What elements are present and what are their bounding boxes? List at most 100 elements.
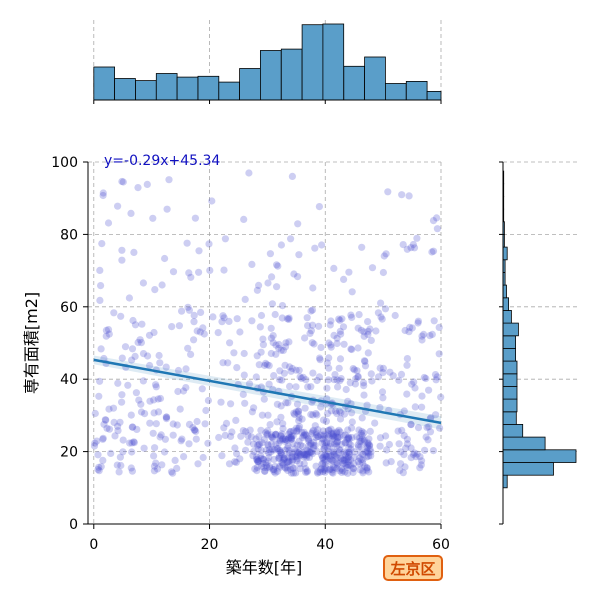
scatter-point [403,435,411,443]
scatter-point [336,316,344,324]
scatter-point [300,428,308,436]
scatter-point [219,312,227,320]
scatter-point [90,442,99,450]
scatter-point [285,338,293,346]
scatter-point [314,468,322,476]
scatter-point [400,407,408,415]
scatter-point [201,420,209,428]
scatter-point [327,425,335,433]
scatter-point [149,214,157,222]
scatter-point [115,468,123,476]
scatter-point [334,433,342,441]
scatter-point [335,449,343,457]
scatter-point [279,425,287,433]
scatter-point [275,340,283,349]
scatter-point [311,422,319,430]
scatter-point [320,432,328,440]
scatter-point [327,317,335,325]
scatter-point [128,439,136,447]
scatter-point [272,431,280,439]
scatter-point [301,451,309,459]
scatter-point [192,435,200,443]
scatter-point [183,239,191,247]
scatter-point [398,191,406,199]
scatter-point [292,469,300,477]
scatter-point [327,458,335,466]
scatter-point [240,215,248,223]
scatter-point [329,448,337,456]
scatter-point [319,459,327,467]
scatter-point [202,406,210,415]
scatter-point [322,438,330,447]
scatter-point [376,434,385,442]
scatter-point [329,463,337,472]
scatter-point [416,464,424,472]
scatter-point [271,310,279,319]
scatter-point [91,409,99,418]
scatter-point [182,384,190,392]
scatter-point [387,458,395,466]
scatter-point [304,383,312,391]
scatter-point [100,420,108,428]
scatter-point [245,380,254,388]
scatter-point [333,464,341,473]
scatter-point [325,448,333,456]
scatter-point [394,427,402,435]
scatter-point [410,449,419,457]
scatter-point [341,431,349,439]
scatter-point [293,428,301,436]
scatter-point [308,428,316,436]
scatter-point [285,457,293,465]
scatter-point [335,433,343,441]
scatter-point [228,428,236,436]
scatter-point [333,442,341,450]
scatter-point [327,341,335,349]
scatter-point [379,369,387,377]
scatter-point [154,395,162,403]
scatter-point [276,367,284,375]
scatter-point [426,332,434,340]
scatter-point [290,464,298,472]
scatter-point [325,339,333,347]
scatter-point [226,339,234,347]
scatter-point [298,415,306,423]
scatter-point [319,435,327,443]
scatter-point [111,432,119,440]
scatter-point [284,442,292,450]
scatter-point [311,441,319,450]
scatter-point [200,330,208,338]
scatter-point [155,351,163,360]
scatter-point [320,456,328,464]
scatter-point [327,407,335,415]
scatter-point [139,279,147,287]
scatter-point [376,364,384,372]
scatter-point [416,453,424,461]
scatter-point [378,315,386,323]
scatter-point [340,410,349,418]
scatter-point [220,314,228,322]
scatter-point [272,430,280,438]
scatter-point [326,442,334,450]
scatter-point [266,446,274,454]
scatter-point [342,439,350,447]
scatter-point [303,468,311,476]
scatter-point [292,448,300,456]
scatter-point [276,446,284,454]
scatter-point [307,448,315,457]
scatter-point [293,453,301,461]
scatter-point [320,465,328,473]
scatter-point [104,326,113,334]
scatter-point [418,332,426,340]
scatter-point [103,424,111,432]
scatter-point [333,458,341,466]
scatter-point [185,269,193,277]
scatter-point [357,456,365,464]
scatter-point [395,376,403,384]
scatter-point [315,322,323,330]
scatter-point [174,366,183,375]
scatter-point [267,324,275,332]
scatter-point [288,432,296,440]
scatter-point [424,436,432,444]
scatter-point [305,437,313,445]
